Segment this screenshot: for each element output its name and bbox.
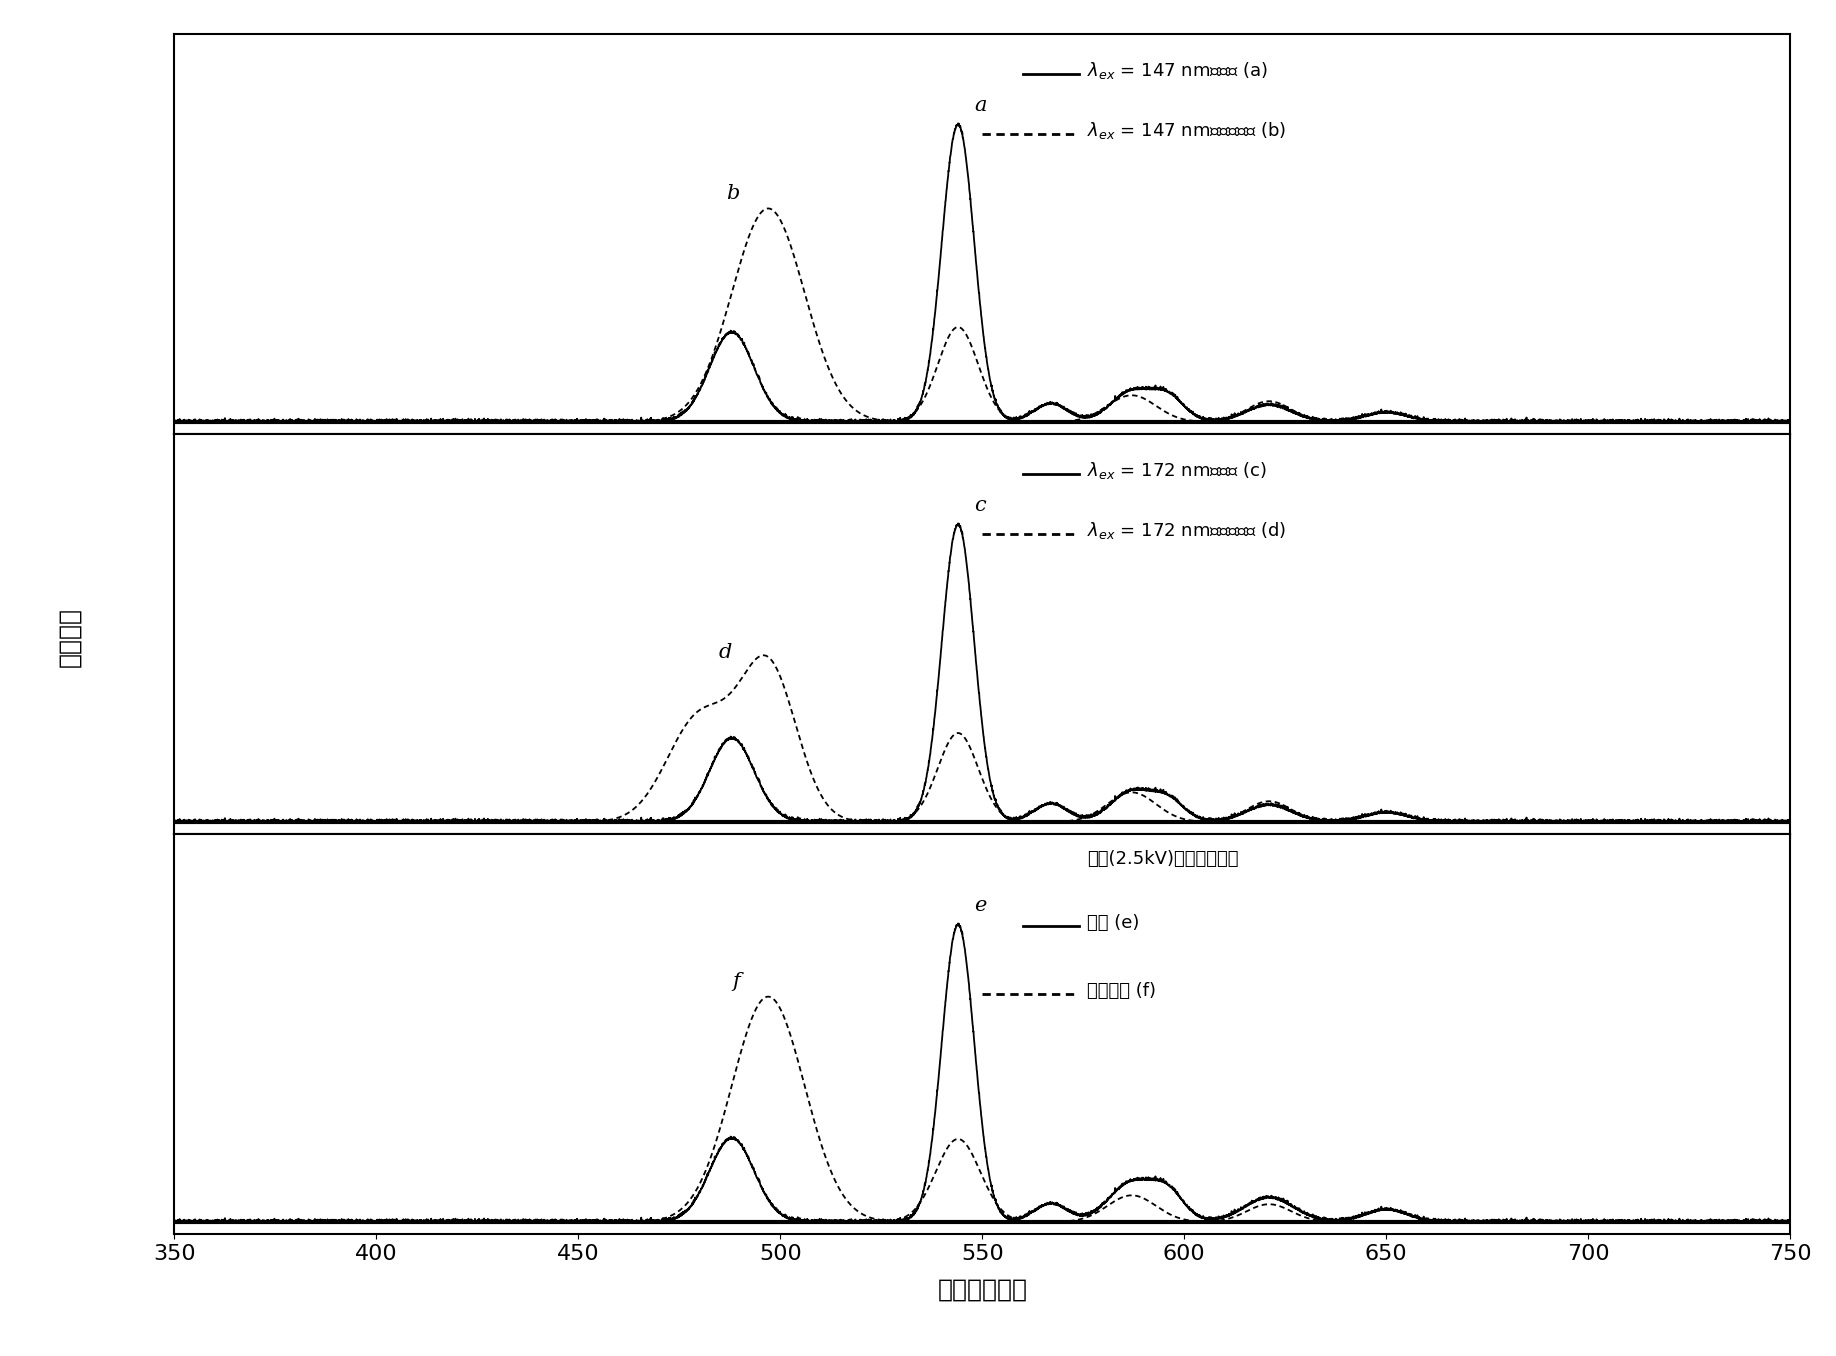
Text: $\lambda_{ex}$ = 147 nm，商用绿粉 (b): $\lambda_{ex}$ = 147 nm，商用绿粉 (b) [1087, 119, 1287, 141]
Text: 商用绿粉 (f): 商用绿粉 (f) [1087, 982, 1157, 999]
Text: c: c [975, 495, 986, 514]
Text: $\lambda_{ex}$ = 172 nm，商用绿粉 (d): $\lambda_{ex}$ = 172 nm，商用绿粉 (d) [1087, 519, 1287, 541]
Text: 低压(2.5kV)阴极射线激发: 低压(2.5kV)阴极射线激发 [1087, 850, 1239, 868]
Text: d: d [718, 643, 733, 662]
Text: e: e [975, 895, 986, 914]
X-axis label: 波长（纳米）: 波长（纳米） [936, 1277, 1028, 1302]
Text: 样品 (e): 样品 (e) [1087, 914, 1140, 932]
Text: $\lambda_{ex}$ = 147 nm，样品 (a): $\lambda_{ex}$ = 147 nm，样品 (a) [1087, 60, 1269, 81]
Text: f: f [733, 972, 740, 991]
Text: 相对强度: 相对强度 [57, 607, 83, 667]
Text: $\lambda_{ex}$ = 172 nm，样品 (c): $\lambda_{ex}$ = 172 nm，样品 (c) [1087, 460, 1267, 481]
Text: a: a [975, 95, 986, 114]
Text: b: b [727, 183, 740, 202]
